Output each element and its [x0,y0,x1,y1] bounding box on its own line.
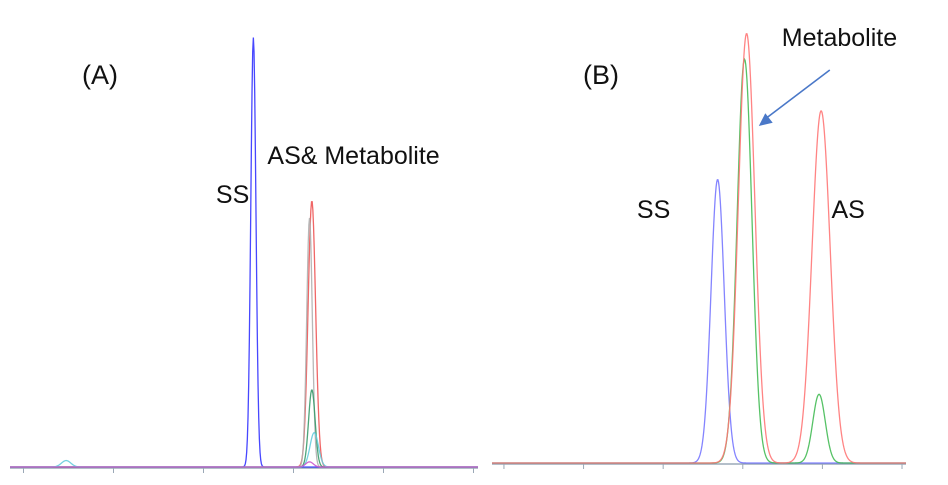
series-trace-5 [10,431,478,468]
peak-annotation: SS [216,181,249,209]
peak-annotation: Metabolite [782,24,897,52]
peak-annotation: AS [831,196,864,224]
panel-label: (A) [82,60,118,90]
panel-b: (B) SS Metabolite AS [492,24,906,469]
peak-annotation: SS [637,196,670,224]
panel-label: (B) [583,60,619,90]
series-trace-4 [10,389,478,468]
annotation-arrow-line [763,69,831,121]
annotation-arrow-head [758,113,773,126]
series-trace-2 [10,201,478,468]
series-trace-3 [10,217,478,468]
series-trace-1 [10,37,478,468]
series-trace-2 [492,57,906,464]
series-trace-6 [10,461,478,468]
peak-annotation: AS& Metabolite [267,142,439,170]
series-trace-3 [492,33,906,464]
panel-a: (A) SS AS& Metabolite [10,37,478,473]
